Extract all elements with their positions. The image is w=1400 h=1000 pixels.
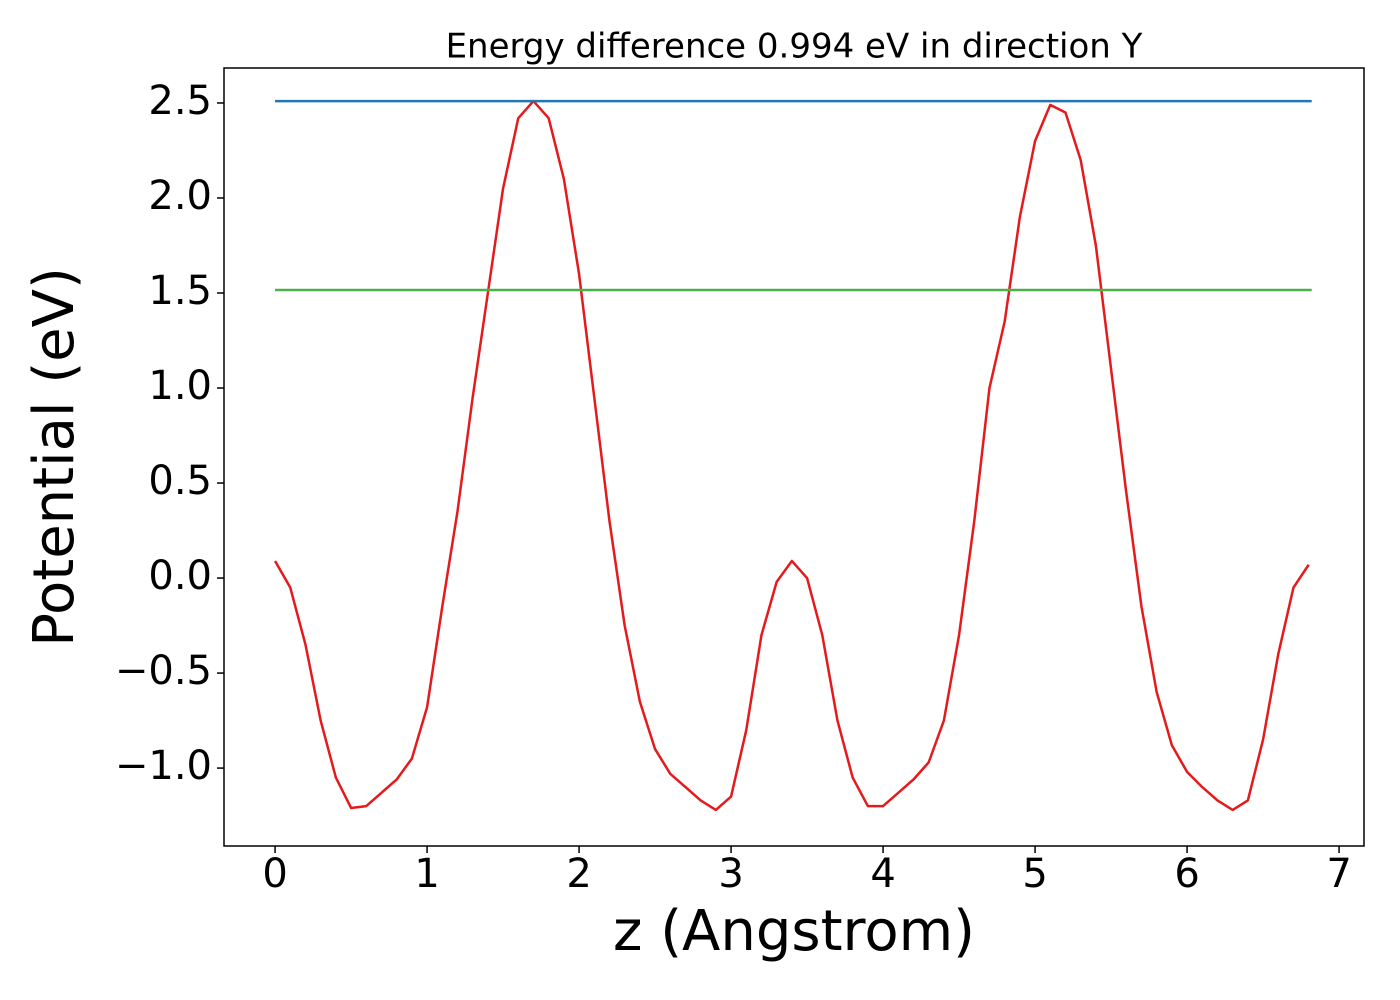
y-tick-label: −0.5 bbox=[115, 648, 212, 694]
x-tick-label: 6 bbox=[1174, 851, 1199, 897]
y-tick-label: 1.5 bbox=[148, 268, 212, 314]
y-tick-label: −1.0 bbox=[115, 743, 212, 789]
y-tick-label: 2.0 bbox=[148, 173, 212, 219]
x-tick-label: 0 bbox=[262, 851, 287, 897]
y-tick-label: 0.5 bbox=[148, 458, 212, 504]
x-tick-label: 1 bbox=[414, 851, 439, 897]
x-tick-label: 2 bbox=[566, 851, 591, 897]
x-tick-label: 4 bbox=[870, 851, 895, 897]
y-tick-label: 1.0 bbox=[148, 363, 212, 409]
x-tick-label: 5 bbox=[1022, 851, 1047, 897]
y-tick-label: 2.5 bbox=[148, 78, 212, 124]
x-axis-label: z (Angstrom) bbox=[613, 899, 975, 964]
series-line bbox=[273, 99, 1310, 812]
x-tick-label: 3 bbox=[718, 851, 743, 897]
chart-title: Energy difference 0.994 eV in direction … bbox=[446, 27, 1143, 67]
y-tick-label: 0.0 bbox=[148, 553, 212, 599]
plot-frame bbox=[223, 67, 1365, 847]
x-tick-label: 7 bbox=[1326, 851, 1351, 897]
y-axis-label: Potential (eV) bbox=[22, 267, 87, 647]
